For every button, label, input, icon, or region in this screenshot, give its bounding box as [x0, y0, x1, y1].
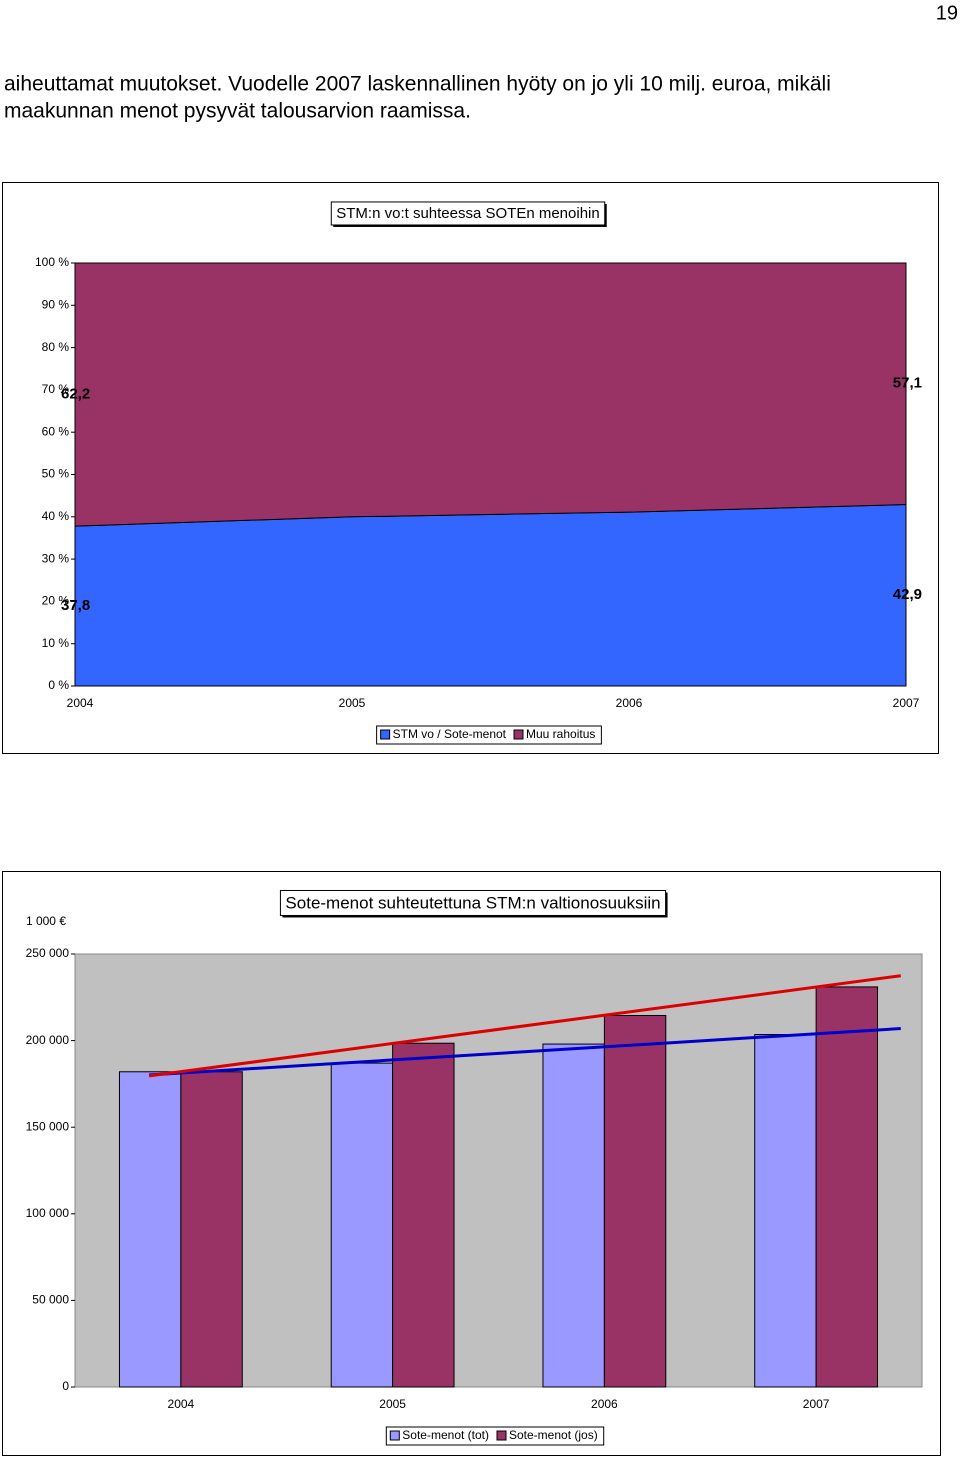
chart-title: Sote-menot suhteutettuna STM:n valtionos…	[285, 893, 660, 912]
title-box	[279, 889, 667, 916]
y-tick-label: 40 %	[42, 509, 70, 523]
paragraph-line: aiheuttamat muutokset. Vuodelle 2007 las…	[4, 73, 831, 96]
legend-box	[376, 725, 602, 745]
chart-title: STM:n vo:t suhteessa SOTEn menoihin	[336, 205, 599, 222]
trend-line	[149, 1027, 901, 1077]
x-tick-label: 2006	[616, 696, 643, 710]
trend-line	[148, 974, 902, 1078]
x-tick-label: 2004	[168, 1397, 195, 1411]
area	[74, 504, 907, 687]
y-tick-label: 250 000	[26, 946, 70, 960]
data-label: 37,8	[61, 597, 90, 614]
y-tick-label: 20 %	[42, 594, 70, 608]
legend-swatch	[513, 729, 524, 740]
bar	[180, 1071, 243, 1388]
y-tick-label: 70 %	[42, 382, 70, 396]
data-label: 57,1	[893, 375, 922, 392]
x-tick-label: 2007	[893, 696, 920, 710]
legend-swatch	[380, 729, 391, 740]
y-tick-label: 80 %	[42, 340, 70, 354]
legend-label: Muu rahoitus	[526, 727, 595, 741]
x-tick-label: 2005	[339, 696, 366, 710]
bar	[603, 1014, 667, 1388]
y-tick-label: 100 %	[35, 255, 69, 269]
data-label: 42,9	[893, 586, 922, 603]
y-tick-label: 200 000	[26, 1033, 70, 1047]
bar	[754, 1034, 817, 1388]
bar	[330, 1062, 394, 1388]
paragraph-line: maakunnan menot pysyvät talousarvion raa…	[4, 100, 471, 123]
legend-label: Sote-menot (tot)	[402, 1428, 489, 1442]
y-tick-label: 0	[62, 1379, 69, 1393]
legend-swatch	[496, 1430, 507, 1441]
y-tick-label: 30 %	[42, 551, 70, 565]
y-tick-label: 50 %	[42, 467, 70, 481]
x-tick-label: 2005	[379, 1397, 406, 1411]
legend-label: STM vo / Sote-menot	[393, 727, 507, 741]
legend-swatch	[389, 1430, 400, 1441]
y-tick-label: 90 %	[42, 297, 70, 311]
legend-box	[385, 1426, 605, 1446]
y-tick-label: 100 000	[26, 1206, 70, 1220]
x-tick-label: 2006	[591, 1397, 618, 1411]
y-tick-label: 0 %	[48, 678, 69, 692]
page-number: 19	[936, 2, 958, 24]
area	[74, 262, 907, 527]
y-tick-label: 60 %	[42, 424, 70, 438]
legend-label: Sote-menot (jos)	[509, 1428, 598, 1442]
x-tick-label: 2007	[803, 1397, 830, 1411]
y-tick-label: 10 %	[42, 636, 70, 650]
y-tick-label: 150 000	[26, 1119, 70, 1133]
y-tick-label: 50 000	[32, 1293, 69, 1307]
title-box	[330, 201, 606, 226]
bar	[542, 1043, 605, 1388]
x-tick-label: 2004	[67, 696, 94, 710]
y-axis-label: 1 000 €	[26, 914, 66, 928]
bar	[392, 1042, 455, 1388]
data-label: 62,2	[61, 386, 90, 403]
bar	[118, 1071, 182, 1388]
bar	[815, 986, 879, 1388]
